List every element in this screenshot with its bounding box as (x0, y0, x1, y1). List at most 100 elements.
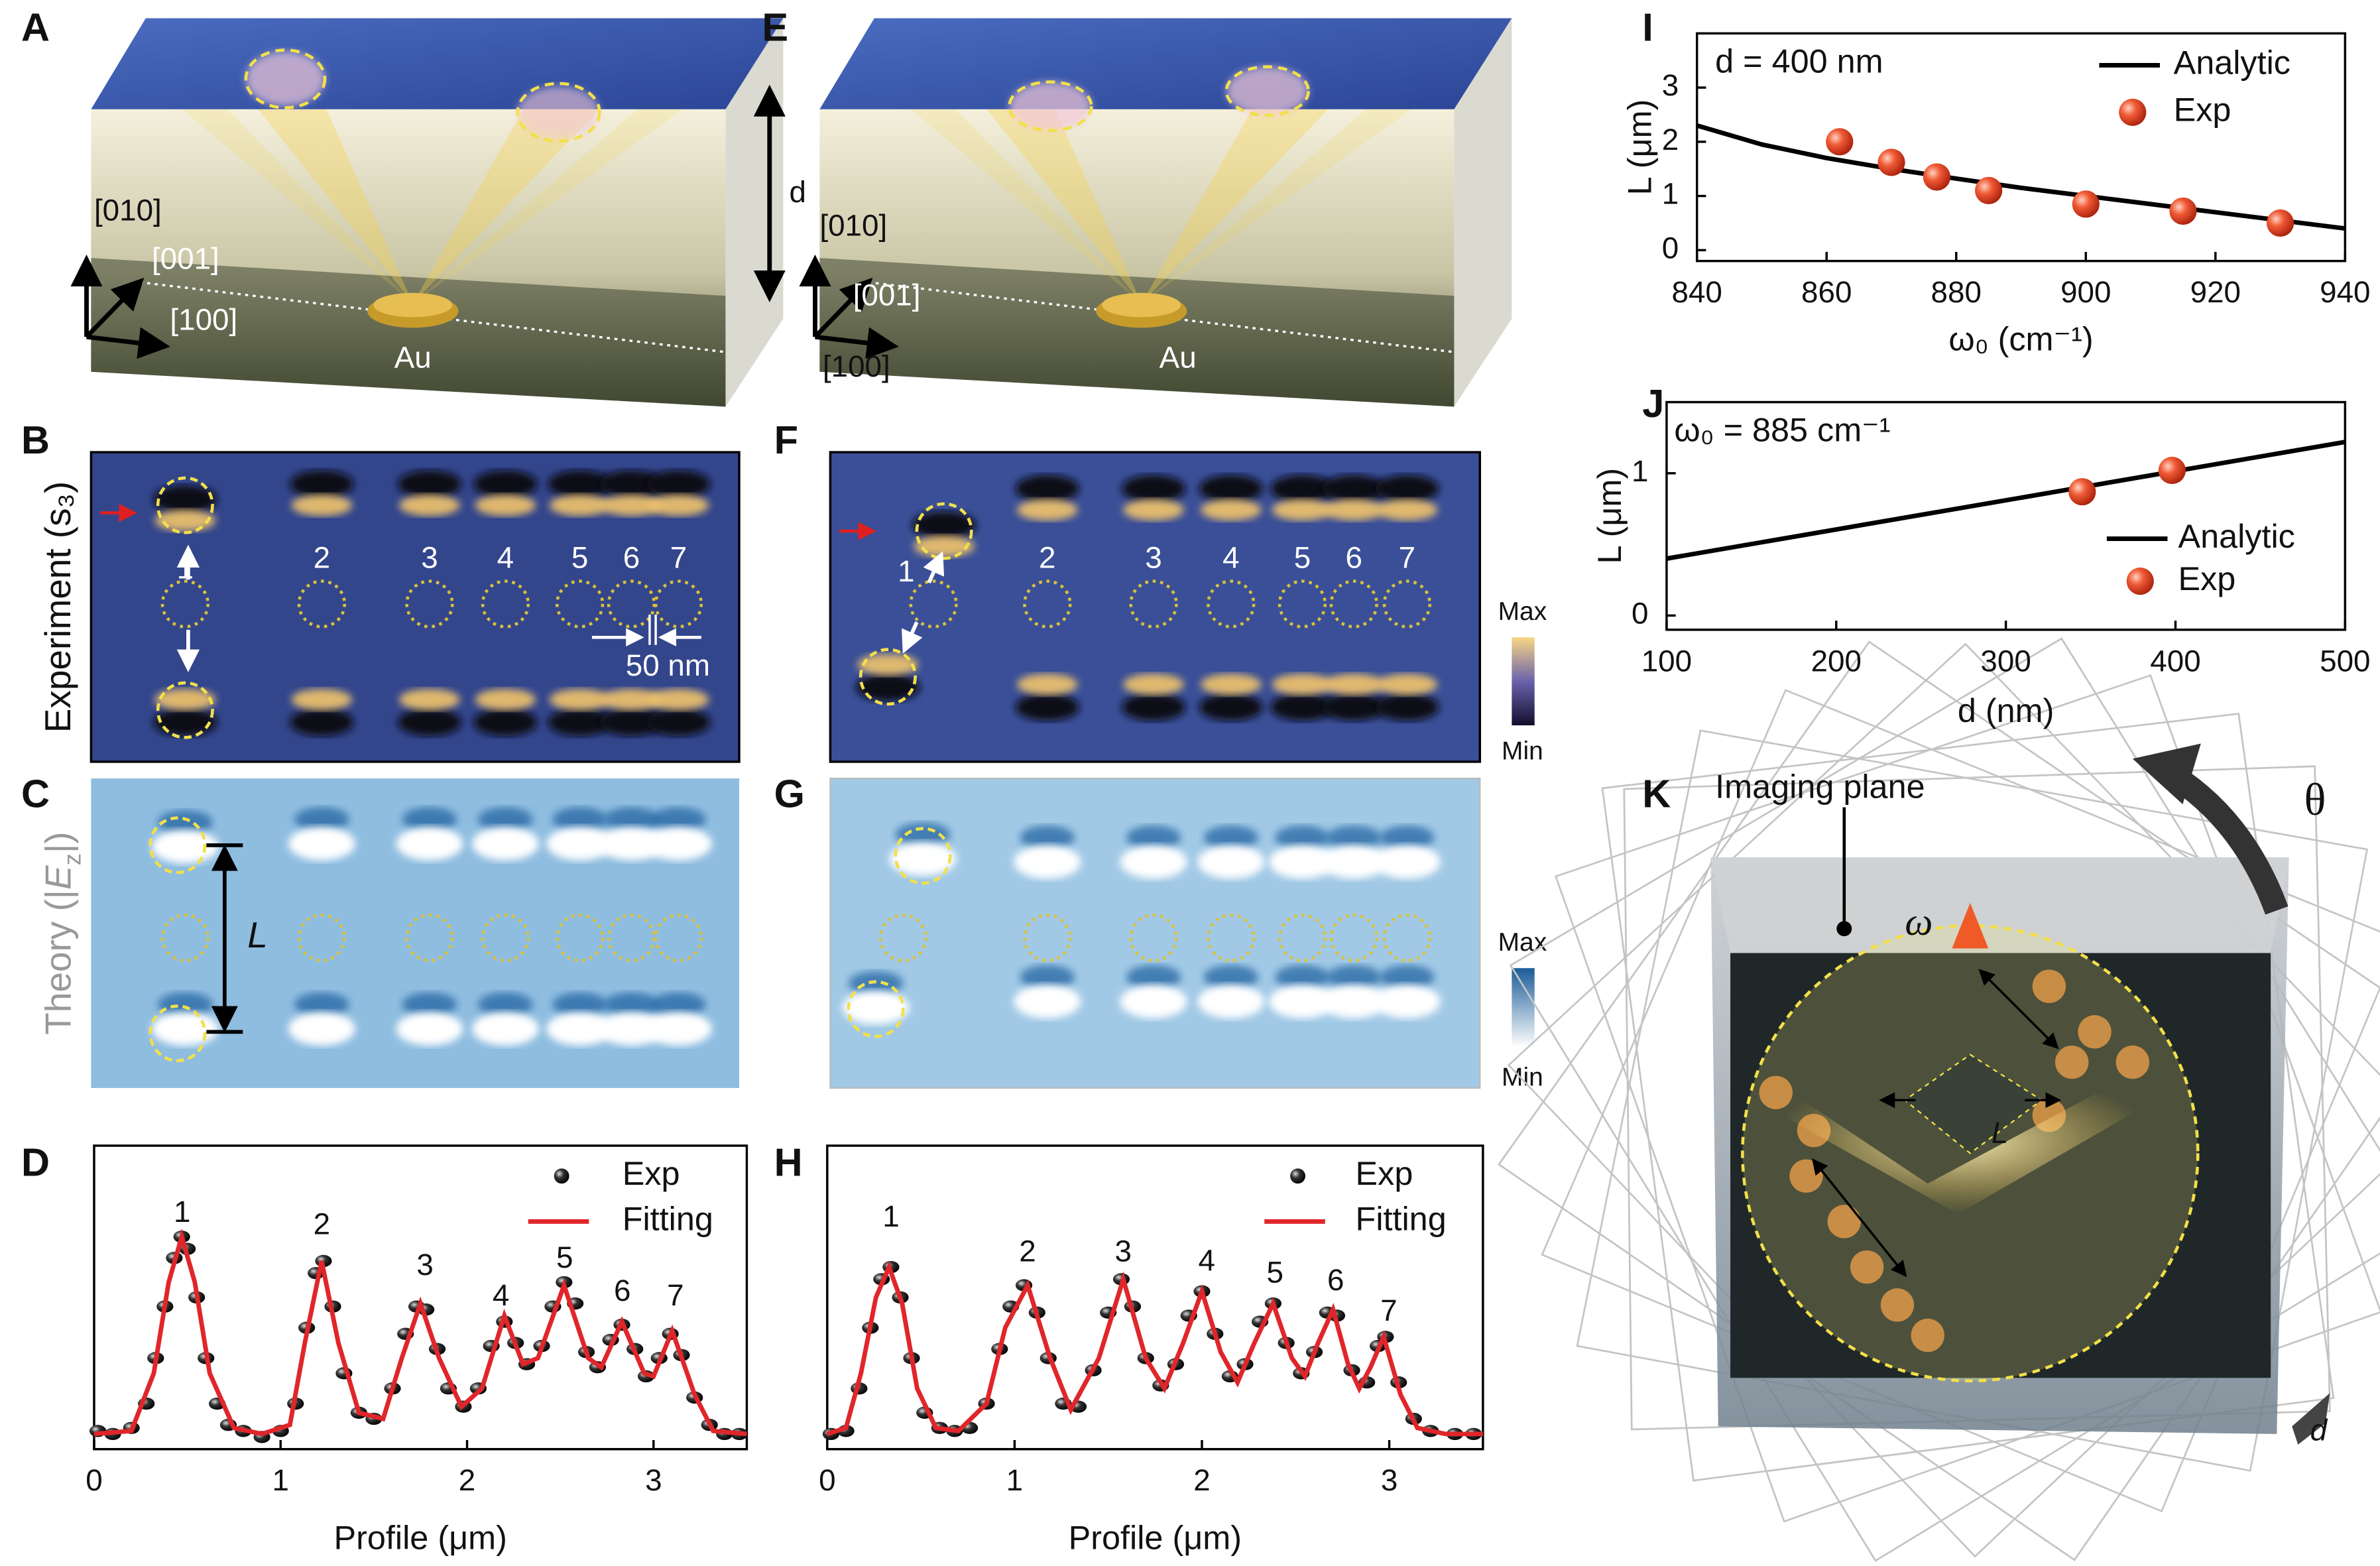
dark-lobe (1322, 693, 1386, 721)
data-point (2072, 190, 2100, 218)
bright-lobe (1120, 985, 1187, 1018)
decoration-polygon (1768, 1069, 2156, 1215)
dark-lobe (548, 708, 612, 737)
bright-lobe (1323, 674, 1385, 695)
legend-label: Exp (2178, 560, 2235, 597)
bright-lobe (475, 495, 536, 516)
x-tick-label: 3 (645, 1463, 662, 1497)
x-tick-label: 100 (1641, 644, 1692, 678)
decoration-line (1811, 1158, 1907, 1278)
dark-lobe (473, 708, 538, 737)
label: Au (1160, 341, 1197, 375)
dark-lobe (473, 470, 538, 498)
bright-lobe (1376, 674, 1438, 695)
dotted-circle (481, 913, 530, 963)
x-tick-label: 2 (459, 1463, 475, 1497)
legend-swatch (2119, 98, 2147, 126)
y-tick-label: 1 (1632, 454, 1648, 488)
bright-lobe (291, 689, 353, 711)
bright-lobe (154, 510, 216, 532)
x-tick-label: 0 (819, 1463, 835, 1497)
dotted-circle (1023, 579, 1072, 629)
x-tick-label: 3 (1381, 1463, 1398, 1497)
dark-lobe (646, 470, 711, 498)
decoration-circle (1827, 1205, 1861, 1238)
dotted-circle (878, 913, 927, 963)
bright-lobe (288, 1012, 355, 1046)
feature-number: 5 (571, 541, 588, 575)
dashed-circle (156, 476, 214, 534)
crystal-a (87, 18, 784, 406)
bright-lobe (1374, 845, 1441, 879)
bright-lobe (154, 689, 216, 711)
dark-lobe (1015, 475, 1079, 503)
decoration-rect (1512, 637, 1535, 726)
x-tick-label: 900 (2060, 275, 2111, 309)
bright-lobe (1272, 674, 1333, 695)
cap (294, 807, 349, 832)
decoration-circle (2078, 1015, 2112, 1049)
dashed-circle (894, 827, 952, 885)
legend-label: Exp (2174, 91, 2231, 129)
feature-number: 2 (1039, 541, 1055, 575)
bright-lobe (1016, 674, 1078, 695)
dotted-circle (1382, 579, 1432, 629)
decoration-polygon (2132, 743, 2201, 805)
dark-lobe (1199, 693, 1263, 721)
plot-frame (826, 1144, 1484, 1451)
legend-label: Exp (1356, 1154, 1413, 1192)
label: θ (2304, 774, 2326, 825)
decoration-line (1978, 969, 2059, 1050)
dark-lobe (1375, 693, 1439, 721)
bright-lobe (601, 689, 662, 711)
label: [001] (853, 278, 921, 312)
y-axis-label: L (μm) (1590, 468, 1628, 564)
decoration-ellipse (517, 86, 600, 139)
feature-number: 6 (1346, 541, 1362, 575)
dotted-circle (909, 579, 958, 629)
decoration-circle (1880, 1288, 1915, 1322)
feature-number: 6 (623, 541, 640, 575)
dark-lobe (1322, 475, 1386, 503)
bright-lobe (475, 689, 536, 711)
cap (1020, 825, 1075, 850)
label: B (21, 418, 50, 462)
dotted-circle (555, 913, 605, 963)
data-point (2266, 209, 2294, 237)
dark-lobe (599, 708, 664, 737)
label: d (790, 175, 806, 209)
label: [100] (823, 349, 890, 383)
bright-lobe (1014, 845, 1081, 879)
peak-label: 2 (314, 1207, 330, 1240)
data-point (1975, 176, 2003, 205)
label: Experiment (s₃) (37, 481, 78, 733)
bright-lobe (399, 689, 460, 711)
dark-lobe (912, 511, 977, 539)
bright-lobe (291, 495, 353, 516)
bright-lobe (857, 654, 919, 676)
label: [010] (94, 194, 162, 227)
dotted-circle (1382, 913, 1432, 963)
dashed-circle (859, 648, 917, 706)
dark-lobe (599, 470, 664, 498)
x-tick-label: 200 (1811, 644, 1862, 678)
label: E (762, 5, 788, 50)
label: A (21, 5, 50, 50)
bright-lobe (288, 827, 355, 861)
label: K (1642, 771, 1671, 815)
peak-label: 6 (1327, 1263, 1344, 1297)
label: G (774, 771, 805, 815)
feature-number: 3 (1145, 541, 1161, 575)
peak-label: 5 (1266, 1256, 1283, 1290)
cap (1126, 965, 1181, 990)
x-axis-label: ω₀ (cm⁻¹) (1948, 320, 2093, 357)
dotted-circle (1207, 913, 1256, 963)
decoration-polygon (2292, 1393, 2330, 1445)
dashed-circle (149, 816, 207, 874)
bright-lobe (1197, 985, 1265, 1018)
x-tick-label: 880 (1931, 275, 1982, 309)
dotted-circle (1207, 579, 1256, 629)
x-tick-label: 860 (1801, 275, 1852, 309)
cap (478, 992, 533, 1017)
